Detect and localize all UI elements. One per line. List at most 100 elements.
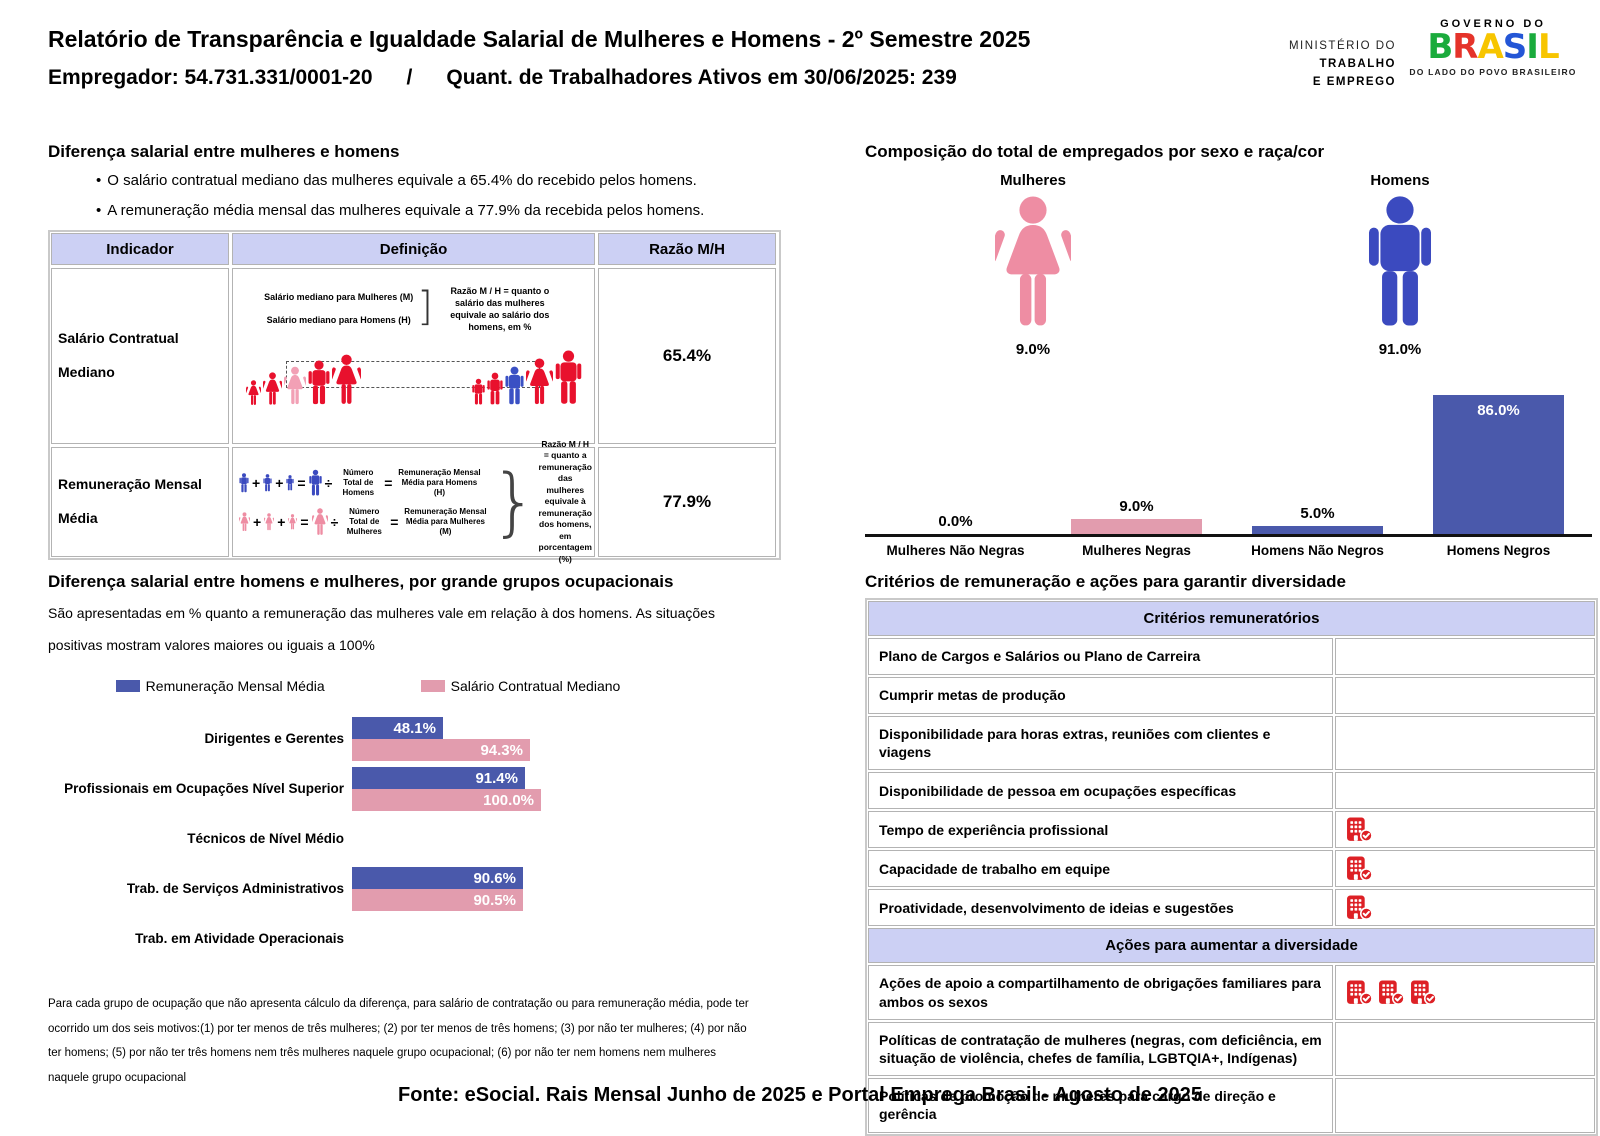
women-figures-group	[245, 354, 361, 406]
median-women-label: Salário mediano para Mulheres (M)	[264, 291, 414, 302]
bar-value-label: 9.0%	[1119, 498, 1154, 515]
criteria-row: Ações de apoio a compartilhamento de obr…	[868, 965, 1595, 1020]
composition-category-labels: Mulheres Não Negras Mulheres Negras Homens…	[865, 543, 1592, 558]
occupational-bar-pink: 90.5%	[352, 889, 523, 911]
men-average-formula: + + = ÷ Número Total de Homens = Remuneração M…	[239, 468, 489, 498]
woman-icon	[958, 195, 1108, 331]
criteria-check-cell	[1335, 677, 1595, 714]
woman-figure-icon	[245, 379, 261, 406]
occupational-category-label: Dirigentes e Gerentes	[204, 730, 344, 746]
criteria-label: Capacidade de trabalho em equipe	[868, 850, 1333, 888]
occupational-category-label: Trab. em Atividade Operacionais	[135, 930, 344, 946]
men-figures-group	[471, 350, 582, 406]
occupational-bar-blue: 48.1%	[352, 717, 443, 739]
composition-category-label: Mulheres Negras	[1082, 543, 1191, 558]
criteria-row: Políticas de promoção de mulheres para c…	[868, 1078, 1595, 1133]
man-figure-icon	[486, 372, 503, 406]
bullet-text: O salário contratual mediano das mulhere…	[107, 172, 697, 189]
legend-swatch-pink	[420, 680, 445, 692]
gap-bullets: • O salário contratual mediano das mulher…	[96, 172, 756, 232]
governo-do-brasil-logo: GOVERNO DO BRASIL DO LADO DO POVO BRASIL…	[1408, 18, 1578, 77]
indicator-table: Indicador Definição Razão M/H Salário Co…	[48, 230, 781, 564]
man-figure-icon	[555, 350, 582, 406]
criteria-row: Disponibilidade de pessoa em ocupações e…	[868, 772, 1595, 810]
criteria-check-cell	[1335, 638, 1595, 675]
ratio-note-median: Razão M / H = quanto o salário das mulhe…	[450, 286, 550, 333]
criteria-label: Políticas de contratação de mulheres (ne…	[868, 1021, 1333, 1077]
bullet-dot: •	[96, 172, 102, 189]
bullet-text: A remuneração média mensal das mulheres …	[107, 202, 705, 219]
indicator-table-header-definicao: Definição	[232, 233, 595, 265]
active-workers-count: Quant. de Trabalhadores Ativos em 30/06/…	[446, 66, 957, 89]
ratio-value-mean: 77.9%	[598, 447, 776, 557]
operator-glyph: +	[253, 513, 262, 530]
company-check-icon	[1378, 980, 1405, 1005]
people-size-diagram	[245, 348, 582, 406]
gov-logo-top-text: GOVERNO DO	[1440, 18, 1546, 30]
median-men-label: Salário mediano para Homens (H)	[266, 315, 411, 326]
men-percentage: 91.0%	[1378, 341, 1422, 358]
occupational-bar-blue: 91.4%	[352, 767, 525, 789]
bar-value-label: 5.0%	[1300, 505, 1335, 522]
occupational-description: São apresentadas em % quanto a remuneraç…	[48, 605, 715, 653]
operator-glyph: ÷	[324, 474, 333, 491]
page-title: Relatório de Transparência e Igualdade S…	[48, 26, 1031, 52]
woman-figure-icon	[525, 358, 553, 406]
composition-category-label: Mulheres Não Negras	[886, 543, 1025, 558]
occupational-bar-pair: 48.1% 94.3%	[352, 717, 530, 761]
ministry-line-1: MINISTÉRIO DO	[1288, 40, 1396, 52]
occupational-bar-pair: 91.4% 100.0%	[352, 767, 541, 811]
definition-diagram-mean-pay: + + = ÷ Número Total de Homens = Remuneração M…	[232, 439, 595, 564]
bullet-item: • O salário contratual mediano das mulher…	[96, 172, 756, 189]
legend-label: Salário Contratual Mediano	[450, 678, 621, 694]
company-check-icon	[1346, 980, 1373, 1005]
composition-category-label: Homens Não Negros	[1251, 543, 1384, 558]
composition-bars: 0.0% 9.0% 5.0% 86.0%	[865, 390, 1592, 534]
definition-diagram-median-salary: Salário mediano para Mulheres (M) Salári…	[232, 268, 595, 444]
composition-axis-line	[865, 534, 1592, 537]
operator-glyph: +	[275, 474, 284, 491]
bracket-glyph: ]	[417, 284, 433, 331]
occupational-row: Trab. em Atividade Operacionais	[48, 914, 708, 964]
section-title-salary-gap: Diferença salarial entre mulheres e home…	[48, 142, 400, 161]
operator-glyph: +	[252, 474, 261, 491]
criteria-check-cell	[1335, 716, 1595, 771]
criteria-label: Ações de apoio a compartilhamento de obr…	[868, 965, 1333, 1020]
criteria-row: Tempo de experiência profissional	[868, 811, 1595, 849]
woman-figure-icon	[311, 507, 328, 536]
composition-bar	[1071, 519, 1202, 534]
criteria-label: Cumprir metas de produção	[868, 677, 1333, 714]
bullet-dot: •	[96, 202, 102, 219]
indicator-label-salario-mediano: Salário Contratual Mediano	[51, 268, 229, 444]
man-figure-icon	[471, 378, 485, 406]
legend-label: Remuneração Mensal Média	[145, 678, 325, 694]
occupational-bar-chart: Dirigentes e Gerentes 48.1% 94.3% Profissio…	[48, 714, 708, 964]
company-check-icon	[1410, 980, 1437, 1005]
composition-bar-column: 5.0%	[1227, 505, 1408, 534]
ministry-line-2: TRABALHO	[1319, 57, 1396, 70]
brasil-letter: S	[1502, 27, 1527, 67]
indicator-table-header-razao: Razão M/H	[598, 233, 776, 265]
bullet-item: • A remuneração média mensal das mulheres…	[96, 202, 756, 219]
composition-bar-column: 0.0%	[865, 513, 1046, 534]
bar-value-label: 0.0%	[938, 513, 973, 530]
man-figure-icon	[286, 474, 295, 491]
woman-figure-icon	[262, 371, 282, 406]
employer-line: Empregador: 54.731.331/0001-20 / Quant. …	[48, 66, 957, 90]
man-figure-icon	[308, 360, 330, 406]
women-label: Mulheres	[1000, 172, 1066, 189]
man-icon	[1325, 195, 1475, 331]
women-average-formula: + + = ÷ Número Total de Mulheres = Remuneração…	[239, 507, 489, 537]
legend-item: Salário Contratual Mediano	[420, 678, 621, 694]
brasil-letter: I	[1526, 27, 1539, 67]
men-label: Homens	[1370, 172, 1430, 189]
criteria-section-header: Critérios remuneratórios	[868, 601, 1595, 636]
criteria-label: Plano de Cargos e Salários ou Plano de C…	[868, 638, 1333, 675]
woman-figure-icon	[239, 511, 250, 532]
employer-separator: /	[406, 66, 413, 89]
occupational-category-label: Técnicos de Nível Médio	[187, 830, 344, 846]
woman-figure-icon	[264, 512, 275, 531]
criteria-check-cell	[1335, 772, 1595, 810]
composition-bar: 86.0%	[1433, 395, 1564, 534]
ministry-line-3: E EMPREGO	[1312, 75, 1396, 88]
